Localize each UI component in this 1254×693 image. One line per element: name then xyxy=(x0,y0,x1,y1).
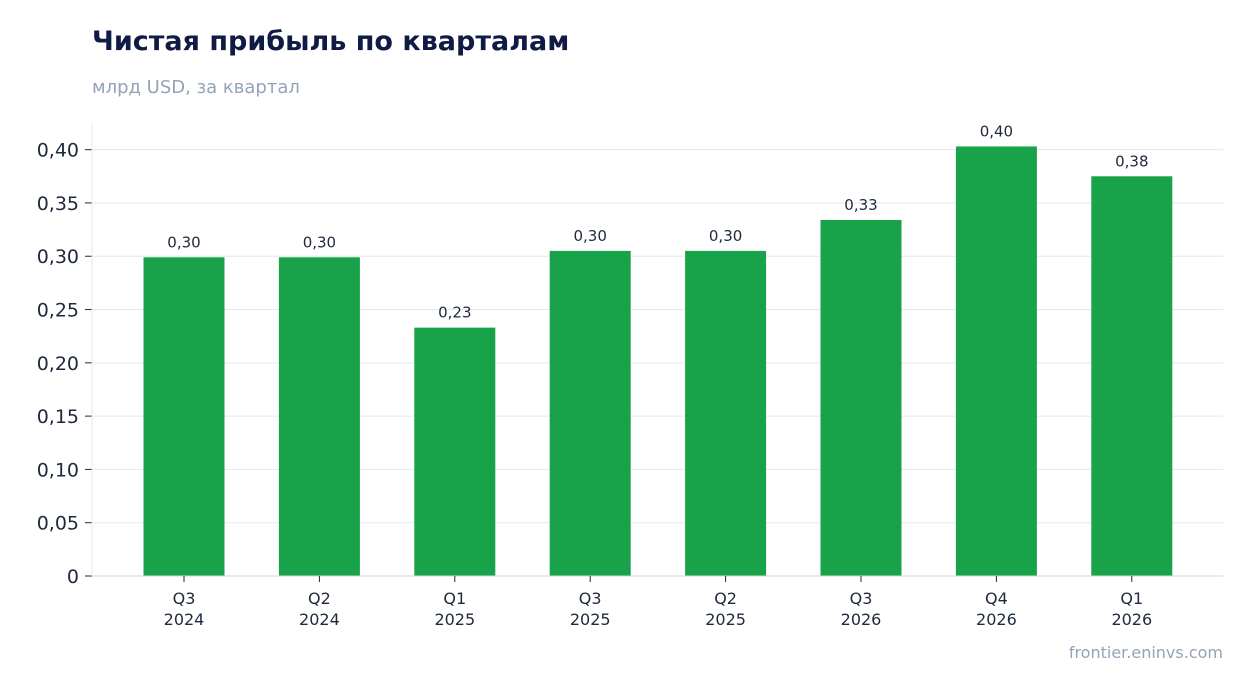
x-tick-label-quarter: Q3 xyxy=(579,589,602,608)
x-tick-label-year: 2024 xyxy=(164,610,205,629)
y-tick-label: 0,30 xyxy=(37,246,79,268)
x-tick-label-quarter: Q1 xyxy=(443,589,466,608)
bar xyxy=(685,250,767,576)
data-label: 0,30 xyxy=(709,227,742,245)
x-tick-labels: Q3 2024 Q2 2024 Q1 2025 Q3 2025 Q2 2025 Q3 2026 Q4 20… xyxy=(164,589,1153,629)
y-tick-label: 0,10 xyxy=(37,459,79,481)
data-label: 0,33 xyxy=(844,196,877,214)
data-label: 0,40 xyxy=(980,122,1013,140)
x-tick-label-quarter: Q1 xyxy=(1120,589,1143,608)
data-label: 0,38 xyxy=(1115,152,1148,170)
data-labels: 0,30 0,30 0,23 0,30 0,30 0,33 0,40 0,38 xyxy=(167,122,1148,321)
x-tick-label-year: 2026 xyxy=(976,610,1017,629)
x-tick-label-year: 2026 xyxy=(1111,610,1152,629)
y-tick-label: 0,20 xyxy=(37,353,79,375)
chart-subtitle: млрд USD, за квартал xyxy=(92,77,300,98)
y-tick-label: 0,40 xyxy=(37,140,79,162)
gridlines xyxy=(92,149,1223,524)
x-tick-label-year: 2025 xyxy=(705,610,746,629)
bar xyxy=(278,257,360,576)
x-tick-label-quarter: Q3 xyxy=(173,589,196,608)
x-tick-label-quarter: Q3 xyxy=(850,589,873,608)
data-label: 0,30 xyxy=(167,233,200,251)
x-tick-label-year: 2025 xyxy=(570,610,611,629)
x-tick-label-year: 2025 xyxy=(434,610,475,629)
y-tick-label: 0,15 xyxy=(37,406,79,428)
y-tick-label: 0,05 xyxy=(37,513,79,535)
x-tick-label-quarter: Q4 xyxy=(985,589,1008,608)
x-tick-label-quarter: Q2 xyxy=(714,589,737,608)
x-tick-label-year: 2026 xyxy=(841,610,882,629)
bar xyxy=(549,250,631,576)
bar xyxy=(955,146,1037,577)
x-tick-label-quarter: Q2 xyxy=(308,589,331,608)
bar xyxy=(1091,176,1173,576)
bar xyxy=(820,219,902,576)
y-tick-label: 0 xyxy=(67,566,79,588)
data-label: 0,23 xyxy=(438,304,471,322)
data-label: 0,30 xyxy=(303,233,336,251)
y-tick-label: 0,25 xyxy=(37,300,79,322)
bar xyxy=(414,327,496,576)
bars xyxy=(143,146,1173,577)
x-tick-label-year: 2024 xyxy=(299,610,340,629)
chart-title: Чистая прибыль по кварталам xyxy=(92,26,570,57)
bar xyxy=(143,257,225,576)
y-tick-label: 0,35 xyxy=(37,193,79,215)
source-label: frontier.eninvs.com xyxy=(1068,643,1223,662)
data-label: 0,30 xyxy=(573,227,606,245)
y-tick-labels: 0 0,05 0,10 0,15 0,20 0,25 0,30 0,35 0,40 xyxy=(37,140,79,588)
axes xyxy=(85,123,1223,582)
